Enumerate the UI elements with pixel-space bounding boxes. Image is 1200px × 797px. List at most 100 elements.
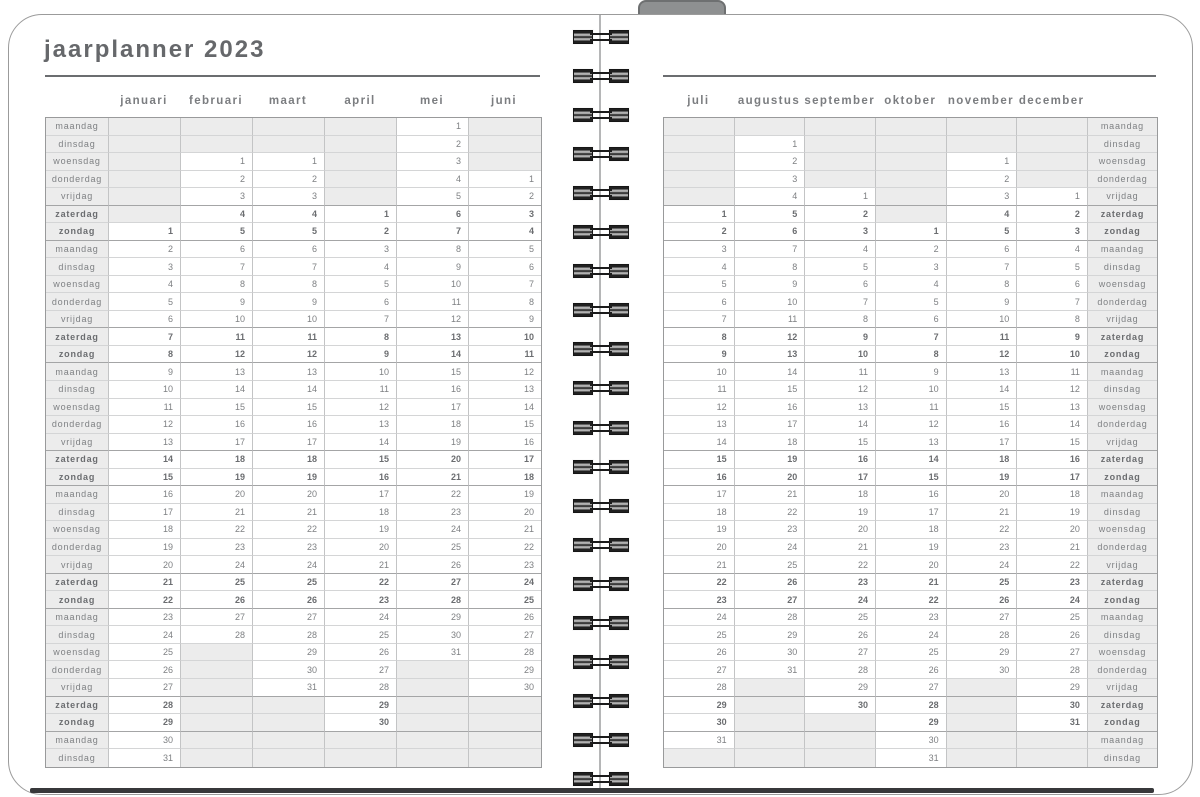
empty-cell [397,661,469,679]
date-cell: 27 [1017,643,1088,662]
empty-cell [397,714,469,732]
day-label-cell: donderdag [46,293,109,311]
date-cell: 30 [109,731,181,750]
binding-wire [590,624,612,627]
date-cell: 1 [253,153,325,171]
day-label-cell: maandag [1087,486,1157,504]
cover-bottom-edge [30,788,1154,793]
binding-coil [573,498,629,513]
date-cell: 13 [325,416,397,434]
date-cell: 2 [805,205,876,224]
day-label-cell: zondag [46,468,109,487]
binding-clip-right [609,108,629,123]
date-cell: 24 [946,556,1018,574]
day-label-cell: dinsdag [46,626,109,644]
date-cell: 22 [875,591,947,609]
date-cell: 25 [805,608,876,627]
bookmark-tab [638,0,726,18]
date-cell: 26 [109,661,181,679]
date-cell: 11 [664,380,735,399]
date-cell: 29 [1017,679,1088,697]
date-cell: 2 [469,188,541,206]
date-cell: 22 [325,573,397,592]
date-cell: 15 [397,363,469,381]
date-cell: 19 [325,521,397,539]
date-cell: 23 [325,591,397,609]
date-cell: 28 [1017,661,1088,679]
date-cell: 18 [805,486,876,504]
date-cell: 5 [805,258,876,276]
binding-clip-left [573,225,593,240]
date-cell: 26 [469,609,541,627]
binding-clip-left [573,186,593,201]
binding-coil [573,303,629,318]
date-cell: 29 [734,626,806,644]
binding-clip-right [609,654,629,669]
date-cell: 12 [1017,380,1088,399]
date-cell: 1 [109,223,181,241]
empty-cell [325,170,397,189]
date-cell: 23 [397,503,469,522]
empty-cell [109,170,181,189]
date-cell: 9 [181,293,253,311]
day-label-cell: maandag [46,486,109,504]
binding-wire [590,423,612,426]
date-cell: 15 [805,433,876,452]
date-cell: 14 [1017,416,1088,434]
date-cell: 6 [946,240,1018,259]
empty-cell [253,731,325,750]
binding-wire [590,78,612,81]
empty-cell [805,731,876,750]
binding-wire [590,345,612,348]
date-cell: 6 [805,275,876,294]
empty-cell [469,749,541,767]
date-cell: 27 [397,573,469,592]
date-cell: 17 [325,486,397,504]
empty-cell [181,135,253,154]
empty-cell [109,205,181,224]
empty-cell [664,749,735,767]
date-cell: 19 [181,468,253,487]
date-cell: 30 [253,661,325,679]
date-cell: 9 [805,328,876,346]
binding-coil [573,420,629,435]
date-cell: 13 [109,433,181,452]
date-cell: 31 [664,731,735,750]
binding-clip-left [573,771,593,786]
date-cell: 22 [805,556,876,574]
binding-coil [573,69,629,84]
date-cell: 10 [875,380,947,399]
date-cell: 14 [946,380,1018,399]
date-cell: 18 [253,451,325,469]
date-cell: 16 [109,486,181,504]
month-header: februari [188,95,244,107]
binding-clip-right [609,147,629,162]
date-cell: 25 [397,538,469,557]
date-cell: 27 [734,591,806,609]
empty-cell [734,679,806,697]
date-cell: 21 [805,538,876,557]
date-cell: 4 [253,205,325,224]
date-cell: 21 [253,503,325,522]
binding-coil [573,693,629,708]
empty-cell [1017,135,1088,154]
date-cell: 2 [181,170,253,189]
date-cell: 5 [946,223,1018,241]
date-cell: 17 [805,468,876,487]
day-label-cell: zaterdag [46,696,109,715]
day-label-cell: zaterdag [1087,573,1157,592]
date-cell: 4 [664,258,735,276]
date-cell: 9 [325,345,397,364]
title-rule-right [663,75,1156,77]
date-cell: 19 [875,538,947,557]
date-cell: 3 [664,240,735,259]
date-cell: 8 [946,275,1018,294]
date-cell: 13 [181,363,253,381]
date-cell: 30 [875,731,947,750]
date-cell: 28 [325,679,397,697]
date-cell: 1 [664,205,735,224]
date-cell: 28 [734,608,806,627]
binding-coil [573,771,629,786]
date-cell: 30 [325,714,397,732]
binding-coil [573,381,629,396]
